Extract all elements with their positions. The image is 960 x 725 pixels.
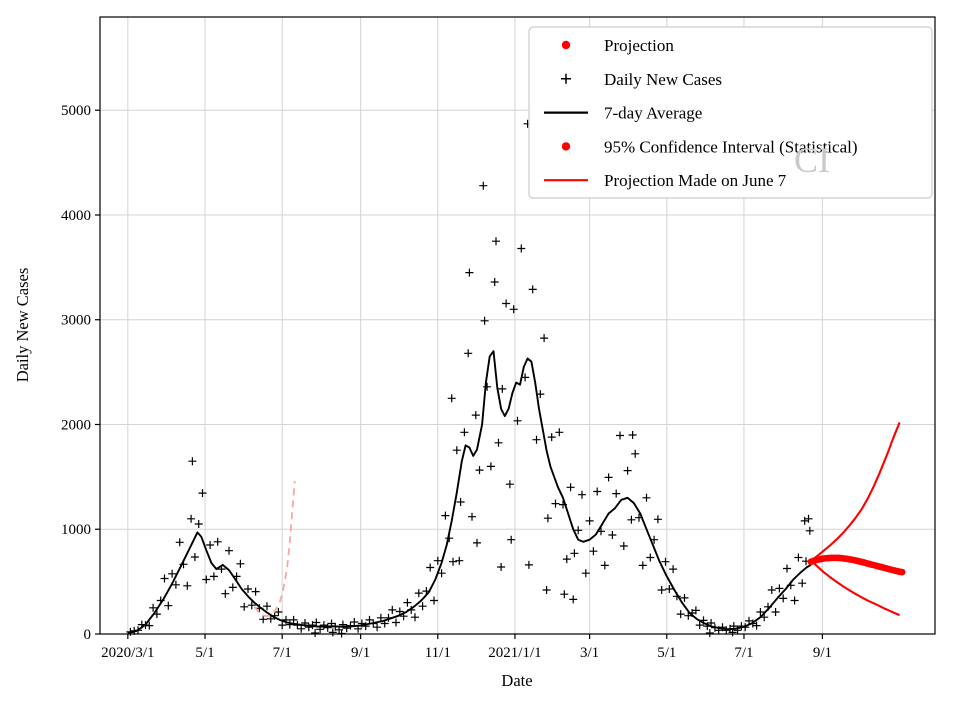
- x-tick-label: 2021/1/1: [488, 645, 541, 661]
- legend-label: 7-day Average: [604, 104, 702, 123]
- axis-ticks: 0 1000 2000 3000 4000 5000 2020/3/1 5/1 7/1 9/1 11…: [61, 103, 832, 661]
- x-tick-label: 9/1: [813, 645, 832, 661]
- x-tick-label: 2020/3/1: [101, 645, 154, 661]
- y-axis-label: Daily New Cases: [13, 268, 32, 383]
- x-tick-label: 11/1: [425, 645, 451, 661]
- x-tick-label: 5/1: [195, 645, 214, 661]
- y-tick-label: 1000: [61, 522, 91, 538]
- y-tick-label: 2000: [61, 417, 91, 433]
- x-axis-label: Date: [501, 671, 532, 690]
- y-tick-label: 0: [84, 627, 92, 643]
- x-tick-label: 3/1: [580, 645, 599, 661]
- y-tick-label: 4000: [61, 208, 91, 224]
- legend: Projection Daily New Cases 7-day Average 95…: [528, 26, 933, 199]
- legend-label: Daily New Cases: [604, 70, 722, 89]
- legend-red-dot-icon: [561, 40, 571, 50]
- plot-border: [99, 16, 936, 635]
- legend-label: Projection: [604, 36, 674, 55]
- y-tick-label: 5000: [61, 103, 91, 119]
- watermark-text: CI: [794, 140, 830, 180]
- legend-box: [528, 26, 933, 199]
- x-tick-label: 7/1: [273, 645, 292, 661]
- y-tick-label: 3000: [61, 313, 91, 329]
- legend-red-dot-icon: [561, 142, 571, 151]
- legend-label: 95% Confidence Interval (Statistical): [604, 137, 858, 156]
- x-tick-label: 9/1: [351, 645, 370, 661]
- legend-label: Projection Made on June 7: [604, 171, 787, 190]
- x-tick-label: 7/1: [734, 645, 753, 661]
- gridlines: [100, 17, 935, 635]
- x-tick-label: 5/1: [657, 645, 676, 661]
- data-series: [126, 119, 906, 638]
- legend-plus-icon: [561, 73, 571, 84]
